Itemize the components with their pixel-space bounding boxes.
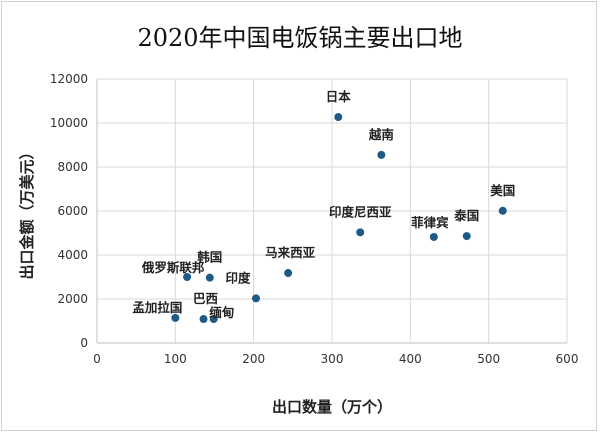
data-label: 马来西亚 [265, 245, 316, 260]
x-tick-label: 400 [399, 352, 422, 366]
data-point [183, 273, 192, 281]
x-tick-label: 300 [321, 352, 344, 366]
data-label: 菲律宾 [411, 215, 449, 230]
data-label: 美国 [490, 183, 515, 198]
data-label: 印度尼西亚 [329, 204, 392, 219]
y-tick-label: 12000 [50, 72, 88, 86]
x-axis-label: 出口数量（万个） [272, 398, 392, 416]
grid [96, 78, 568, 344]
data-point [209, 315, 218, 324]
y-axis-label: 出口金额（万美元） [18, 144, 36, 279]
data-label: 缅甸 [209, 305, 234, 320]
y-tick-label: 4000 [57, 248, 88, 262]
data-point [429, 232, 438, 241]
data-point [356, 228, 365, 237]
data-point [462, 232, 471, 241]
y-tick-label: 10000 [50, 116, 88, 130]
x-tick-label: 100 [164, 352, 187, 366]
y-tick-label: 8000 [57, 160, 88, 174]
chart-title: 2020年中国电饭锅主要出口地 [137, 24, 462, 52]
y-tick-label: 0 [80, 336, 88, 350]
data-label: 越南 [368, 127, 395, 142]
y-tick-label: 2000 [57, 292, 88, 306]
x-tick-label: 200 [242, 352, 265, 366]
data-point [205, 273, 214, 282]
data-label: 韩国 [197, 250, 222, 265]
data-label: 俄罗斯联邦 [141, 260, 205, 275]
data-label: 孟加拉国 [132, 300, 182, 315]
data-point [377, 150, 386, 159]
data-point [252, 294, 261, 303]
x-tick-label: 500 [477, 352, 500, 366]
data-point [334, 113, 343, 122]
data-point [498, 206, 507, 215]
data-point [171, 313, 180, 322]
data-label: 日本 [326, 89, 352, 104]
data-point [284, 269, 293, 278]
x-tick-label: 0 [93, 352, 101, 366]
tick-labels: 0 100 200 300 400 500 600020004000600080001000… [50, 72, 579, 366]
x-tick-label: 600 [556, 352, 579, 366]
y-tick-label: 6000 [57, 204, 88, 218]
data-point [199, 315, 208, 324]
data-label: 巴西 [193, 291, 218, 306]
data-label: 印度 [226, 270, 252, 285]
data-label: 泰国 [453, 208, 479, 223]
